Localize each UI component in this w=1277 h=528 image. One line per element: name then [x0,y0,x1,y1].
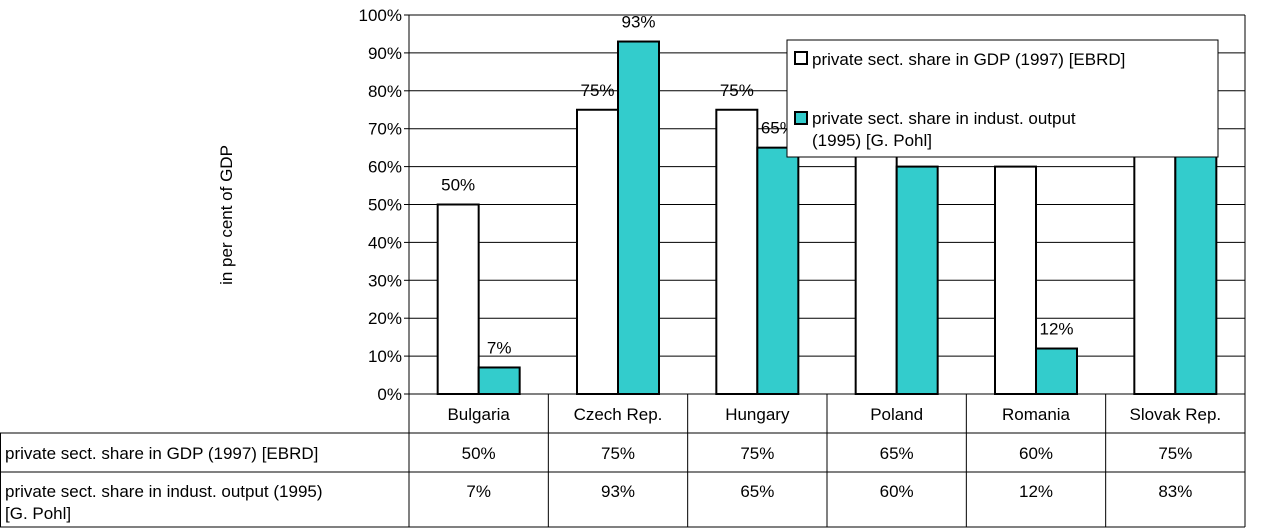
y-tick-label: 90% [368,44,402,63]
y-tick-label: 10% [368,347,402,366]
data-label: 50% [441,176,475,195]
bar-output-0 [477,366,521,396]
table-cell: 7% [466,482,491,501]
bar-output-2 [756,146,800,395]
bar-output-4 [1035,347,1078,395]
bar-gdp-2 [715,108,759,395]
legend-label: private sect. share in indust. output (19… [812,109,1076,150]
table-row-header: private sect. share in GDP (1997) [EBRD] [5,444,318,463]
bar-gdp-0 [436,203,480,395]
table-cell: 75% [1158,444,1192,463]
y-tick-label: 70% [368,120,402,139]
table-cell: 83% [1158,482,1192,501]
table-row-header-line: private sect. share in indust. output (1… [5,482,323,501]
table-cell: 12% [1019,482,1053,501]
x-tick-label: Czech Rep. [574,405,663,424]
y-tick-label: 80% [368,82,402,101]
y-tick-label: 60% [368,158,402,177]
table-cell: 75% [740,444,774,463]
legend-label-line: (1995) [G. Pohl] [812,131,932,150]
legend: private sect. share in GDP (1997) [EBRD]… [786,39,1219,158]
legend-swatch-output [794,111,808,125]
legend-swatch-gdp [794,51,808,65]
table-row-header-line: [G. Pohl] [5,504,71,523]
x-tick-label: Poland [870,405,923,424]
bar-gdp-3 [854,146,898,395]
table-cell: 75% [601,444,635,463]
data-label: 65% [761,119,795,138]
table-cell: 65% [880,444,914,463]
legend-box [786,39,1219,158]
y-tick-label: 20% [368,309,402,328]
data-table: Bulgaria 50% 7% Czech Rep. 75% 93% Hungary 75% 6… [0,394,1246,528]
table-cell: 60% [880,482,914,501]
y-tick-label: 40% [368,233,402,252]
table-cell: 65% [740,482,774,501]
legend-label-line: private sect. share in indust. output [812,109,1076,128]
table-cell: 60% [1019,444,1053,463]
table-row-header: private sect. share in indust. output (1… [5,482,323,523]
x-tick-label: Romania [1002,405,1071,424]
table-cell: 50% [462,444,496,463]
data-label: 93% [621,13,655,32]
bar-output-3 [895,165,939,395]
data-label: 75% [720,81,754,100]
data-label: 12% [1039,320,1073,339]
y-tick-label: 0% [377,385,402,404]
bar-gdp-1 [576,108,619,395]
bar-gdp-4 [994,165,1037,395]
data-label: 75% [580,81,614,100]
x-tick-label: Bulgaria [447,405,510,424]
table-cell: 93% [601,482,635,501]
bar-output-1 [617,40,660,395]
data-label: 7% [487,338,512,357]
x-tick-label: Hungary [725,405,790,424]
y-tick-label: 100% [359,6,402,25]
y-tick-label: 50% [368,196,402,215]
y-tick-label: 30% [368,271,402,290]
legend-label: private sect. share in GDP (1997) [EBRD] [812,50,1125,69]
x-tick-label: Slovak Rep. [1129,405,1221,424]
y-axis-label: in per cent of GDP [217,145,236,285]
